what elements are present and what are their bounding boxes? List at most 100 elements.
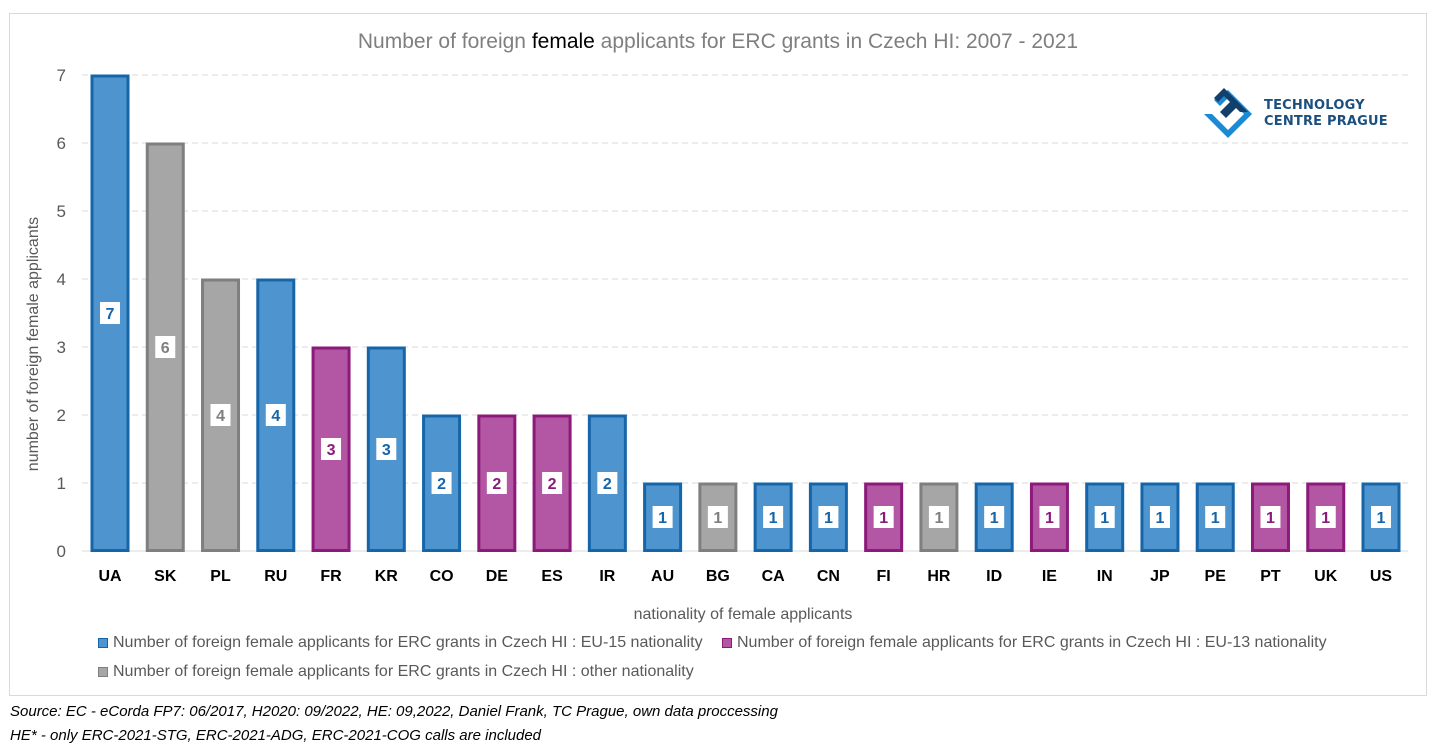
title-part: applicants for ERC grants in Czech HI: 2… [594,30,1079,53]
x-tick-label: UK [1314,568,1338,585]
data-label-box [486,472,507,494]
data-label: 1 [1045,510,1054,527]
data-label: 2 [603,476,612,493]
chart-frame [9,13,1427,696]
x-tick-label: AU [651,568,674,585]
x-tick-label: CO [430,568,454,585]
data-label-box [1205,506,1226,528]
legend-swatch-eu13 [722,638,732,648]
data-label: 4 [271,408,280,425]
data-label-box [818,506,839,528]
data-label-box [984,506,1005,528]
x-tick-label: IN [1097,568,1113,585]
x-tick-label: ID [986,568,1002,585]
x-tick-label: ES [541,568,563,585]
legend-item-other: Number of foreign female applicants for … [98,663,694,681]
legend-item-eu13: Number of foreign female applicants for … [722,634,1327,652]
x-tick-label: PT [1260,568,1281,585]
x-tick-label: BG [706,568,730,585]
data-label: 1 [1321,510,1330,527]
x-tick-label: IE [1042,568,1057,585]
bar-FR [311,346,351,552]
data-label: 1 [1100,510,1109,527]
x-tick-label: KR [375,568,399,585]
data-label: 1 [990,510,999,527]
x-tick-label: SK [154,568,177,585]
data-label-box [1039,506,1060,528]
x-tick-label: FI [877,568,891,585]
y-tick-label: 5 [57,202,66,221]
x-tick-label: HR [927,568,951,585]
x-tick-label: PE [1205,568,1227,585]
x-tick-label: RU [264,568,287,585]
logo-line-2: CENTRE PRAGUE [1264,114,1388,129]
bar-ID [974,482,1014,552]
data-label-box [210,404,231,426]
chart-title: Number of foreign female applicants for … [0,30,1436,54]
data-label-box [597,472,618,494]
data-label: 3 [327,442,336,459]
data-label: 6 [161,340,170,357]
data-label: 1 [1377,510,1386,527]
legend-label: Number of foreign female applicants for … [737,634,1327,651]
data-label: 1 [713,510,722,527]
logo-line-1: TECHNOLOGY [1264,98,1365,113]
data-label-box [1315,506,1336,528]
y-tick-label: 3 [57,338,66,357]
data-label: 1 [769,510,778,527]
y-tick-label: 6 [57,134,66,153]
data-label-box [1094,506,1115,528]
data-label: 1 [658,510,667,527]
legend-item-eu15: Number of foreign female applicants for … [98,634,703,652]
data-label: 1 [1211,510,1220,527]
data-label: 2 [492,476,501,493]
x-tick-label: JP [1150,568,1170,585]
data-label-box [652,506,673,528]
title-highlight: female [531,30,595,53]
x-tick-label: CN [817,568,840,585]
bar-chart: 0 1 2 3 4 5 6 7 7 UA 6 SK 4 PL 4 RU 3 FR 3 KR 2 CO 2 DE 2 ES 2 IR 1 A… [57,66,1408,585]
data-label-box [542,472,563,494]
technology-centre-prague-logo: TECHNOLOGY CENTRE PRAGUE [1200,84,1395,144]
data-label: 7 [106,306,115,323]
data-label-box [1371,506,1391,528]
data-label-box [707,506,728,528]
data-label-box [1260,506,1281,528]
x-tick-label: IR [599,568,615,585]
y-axis-label: number of foreign female applicants [25,216,42,472]
data-label-box [100,302,120,324]
x-tick-label: DE [486,568,509,585]
data-label: 1 [1266,510,1275,527]
data-label: 1 [879,510,888,527]
legend-label: Number of foreign female applicants for … [113,663,694,680]
data-label-box [763,506,784,528]
y-tick-label: 4 [57,270,66,289]
data-label-box [155,336,176,358]
x-tick-label: CA [762,568,786,585]
x-tick-label: PL [210,568,231,585]
source-note: Source: EC - eCorda FP7: 06/2017, H2020:… [10,703,778,720]
bar-JP [1140,482,1180,552]
x-tick-label: US [1370,568,1393,585]
data-label-box [376,438,397,460]
logo-text: TECHNOLOGY CENTRE PRAGUE [1264,98,1388,130]
data-label-box [265,404,286,426]
legend-swatch-eu15 [98,638,108,648]
data-label: 1 [934,510,943,527]
y-tick-label: 1 [57,474,66,493]
title-part: Number of foreign [357,30,532,53]
data-label-box [1149,506,1170,528]
data-label-box [431,472,452,494]
x-tick-label: UA [98,568,122,585]
data-label-box [321,438,342,460]
data-label-box [928,506,949,528]
x-tick-label: FR [320,568,342,585]
data-label: 4 [216,408,225,425]
y-tick-label: 2 [57,406,66,425]
tc-logo-icon [1204,88,1252,138]
legend-swatch-other [98,667,108,677]
y-tick-label: 0 [57,542,66,561]
data-label: 3 [382,442,391,459]
data-label-box [873,506,894,528]
data-label: 1 [1156,510,1165,527]
